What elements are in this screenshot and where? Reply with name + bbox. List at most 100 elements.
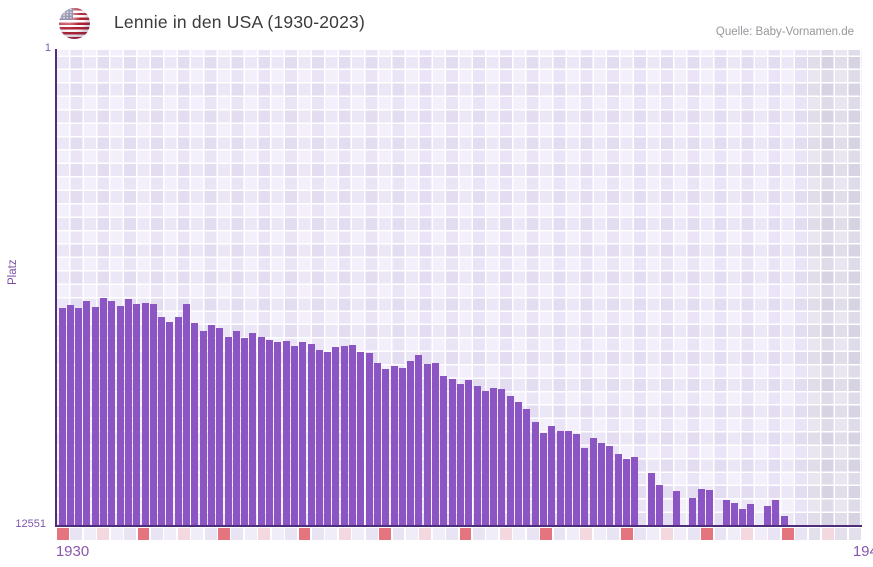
bar-2017[interactable]	[780, 515, 788, 525]
bar-1969[interactable]	[382, 368, 390, 525]
bar-1967[interactable]	[365, 352, 373, 525]
bar-1970[interactable]	[390, 365, 398, 525]
bar-1981[interactable]	[481, 390, 489, 525]
bar-1957[interactable]	[282, 341, 290, 525]
bar-1972[interactable]	[407, 361, 415, 525]
bar-1937[interactable]	[116, 306, 124, 525]
bar-1952[interactable]	[241, 337, 249, 525]
bar-1993[interactable]	[581, 448, 589, 525]
bar-1960[interactable]	[307, 344, 315, 525]
bar-1998[interactable]	[622, 458, 630, 525]
bar-1978[interactable]	[456, 383, 464, 525]
bar-1941[interactable]	[149, 304, 157, 525]
bar-1990[interactable]	[556, 431, 564, 525]
bar-1954[interactable]	[257, 336, 265, 525]
bar-1955[interactable]	[266, 339, 273, 525]
strip-cell	[137, 528, 150, 540]
strip-cell	[392, 528, 405, 540]
bar-1933[interactable]	[83, 300, 91, 525]
bar-1962[interactable]	[324, 351, 332, 525]
bar-1995[interactable]	[598, 442, 605, 525]
bar-2016[interactable]	[772, 500, 780, 525]
bar-1949[interactable]	[216, 328, 224, 525]
bar-1932[interactable]	[75, 308, 83, 525]
bar-1958[interactable]	[290, 346, 298, 525]
bar-1931[interactable]	[66, 305, 74, 525]
bar-1965[interactable]	[349, 345, 356, 525]
bar-1989[interactable]	[548, 425, 556, 525]
bar-1961[interactable]	[315, 349, 323, 525]
bar-1976[interactable]	[440, 376, 448, 525]
bar-2006[interactable]	[689, 498, 697, 525]
bar-1964[interactable]	[340, 346, 348, 525]
bar-1987[interactable]	[531, 421, 539, 525]
bar-1994[interactable]	[589, 437, 597, 525]
bar-2004[interactable]	[672, 490, 680, 525]
bar-1975[interactable]	[432, 363, 439, 525]
bar-1939[interactable]	[133, 303, 141, 525]
bar-1940[interactable]	[141, 302, 149, 525]
source-credit: Quelle: Baby-Vornamen.de	[715, 26, 854, 38]
y-axis-line	[55, 49, 57, 527]
bar-1966[interactable]	[357, 351, 365, 525]
bar-1956[interactable]	[274, 342, 282, 525]
bar-1943[interactable]	[166, 322, 174, 525]
bar-1959[interactable]	[299, 342, 307, 525]
bar-1936[interactable]	[108, 300, 116, 525]
bar-1974[interactable]	[423, 364, 431, 525]
bar-1963[interactable]	[332, 347, 340, 525]
bar-1996[interactable]	[606, 446, 614, 525]
bar-1947[interactable]	[199, 330, 207, 525]
bar-1950[interactable]	[224, 336, 232, 525]
bar-1977[interactable]	[448, 379, 456, 525]
bar-1938[interactable]	[124, 298, 132, 525]
bar-1983[interactable]	[498, 388, 506, 525]
strip-cell	[513, 528, 526, 540]
strip-cell	[231, 528, 244, 540]
bar-1984[interactable]	[506, 396, 514, 525]
bar-1973[interactable]	[415, 354, 423, 525]
bar-1980[interactable]	[473, 385, 481, 525]
bar-1946[interactable]	[191, 323, 199, 525]
strip-cell	[365, 528, 378, 540]
bar-2007[interactable]	[697, 489, 705, 525]
bar-2008[interactable]	[705, 489, 713, 525]
bar-1935[interactable]	[100, 297, 107, 525]
bar-1997[interactable]	[614, 453, 622, 525]
bar-2012[interactable]	[739, 508, 747, 525]
strip-cell	[258, 528, 271, 540]
bar-2013[interactable]	[747, 504, 755, 525]
bar-1951[interactable]	[232, 330, 240, 525]
bar-1999[interactable]	[631, 456, 639, 525]
x-tick-1930: 1930	[55, 543, 90, 560]
bar-1942[interactable]	[158, 316, 166, 525]
bar-1971[interactable]	[398, 367, 406, 525]
strip-cell	[379, 528, 391, 540]
bar-1930[interactable]	[58, 308, 66, 525]
bar-1968[interactable]	[373, 363, 381, 525]
y-axis-label: Platz	[7, 259, 19, 285]
strip-cell	[298, 528, 311, 540]
bar-1953[interactable]	[249, 332, 257, 525]
bar-1944[interactable]	[174, 316, 182, 525]
bar-1982[interactable]	[490, 387, 498, 525]
bar-1979[interactable]	[465, 380, 473, 525]
bar-2010[interactable]	[722, 500, 730, 525]
strip-cell	[177, 528, 190, 540]
strip-cell	[432, 528, 445, 540]
strip-cell	[593, 528, 606, 540]
bar-1985[interactable]	[515, 401, 522, 525]
bar-1945[interactable]	[183, 303, 190, 525]
bar-1934[interactable]	[91, 307, 99, 525]
bar-1988[interactable]	[539, 433, 547, 525]
bar-2011[interactable]	[730, 503, 738, 525]
bar-1992[interactable]	[573, 434, 581, 525]
strip-cell	[835, 528, 848, 540]
bar-2001[interactable]	[647, 472, 655, 525]
bar-2002[interactable]	[656, 485, 664, 525]
bar-2015[interactable]	[764, 506, 771, 525]
bar-1948[interactable]	[207, 325, 215, 525]
bar-1991[interactable]	[564, 431, 572, 525]
bar-1986[interactable]	[523, 408, 531, 525]
strip-cell	[57, 528, 69, 540]
